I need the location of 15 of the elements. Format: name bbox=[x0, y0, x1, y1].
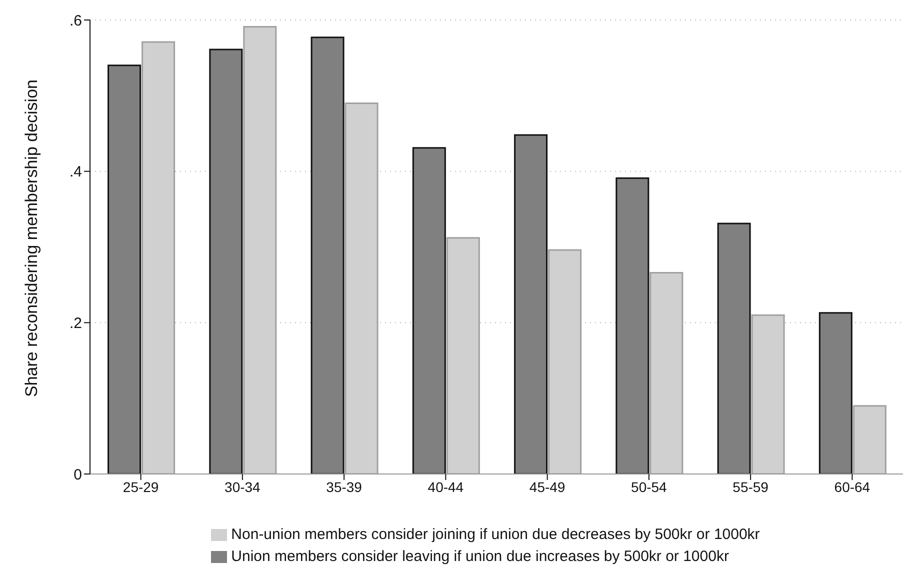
y-tick-label: 0 bbox=[74, 466, 82, 484]
y-tick-label: .4 bbox=[69, 164, 82, 181]
legend-label: Non-union members consider joining if union due decreases by 500kr or 1000kr bbox=[231, 526, 760, 543]
x-tick-label: 30-34 bbox=[224, 478, 261, 495]
x-tick-label: 55-59 bbox=[732, 478, 769, 495]
x-tick-label: 60-64 bbox=[834, 478, 870, 495]
y-tick-label: .2 bbox=[69, 314, 82, 332]
x-tick-label: 25-29 bbox=[122, 478, 159, 495]
y-axis-title: Share reconsidering membership decision bbox=[22, 80, 42, 397]
x-tick-label: 40-44 bbox=[428, 478, 464, 495]
legend-label: Union members consider leaving if union due increases by 500kr or 1000kr bbox=[231, 548, 729, 565]
y-tick-label: .6 bbox=[69, 12, 82, 30]
x-tick-label: 35-39 bbox=[326, 478, 362, 495]
x-tick-label: 45-49 bbox=[529, 478, 566, 495]
x-tick-label: 50-54 bbox=[631, 478, 668, 495]
